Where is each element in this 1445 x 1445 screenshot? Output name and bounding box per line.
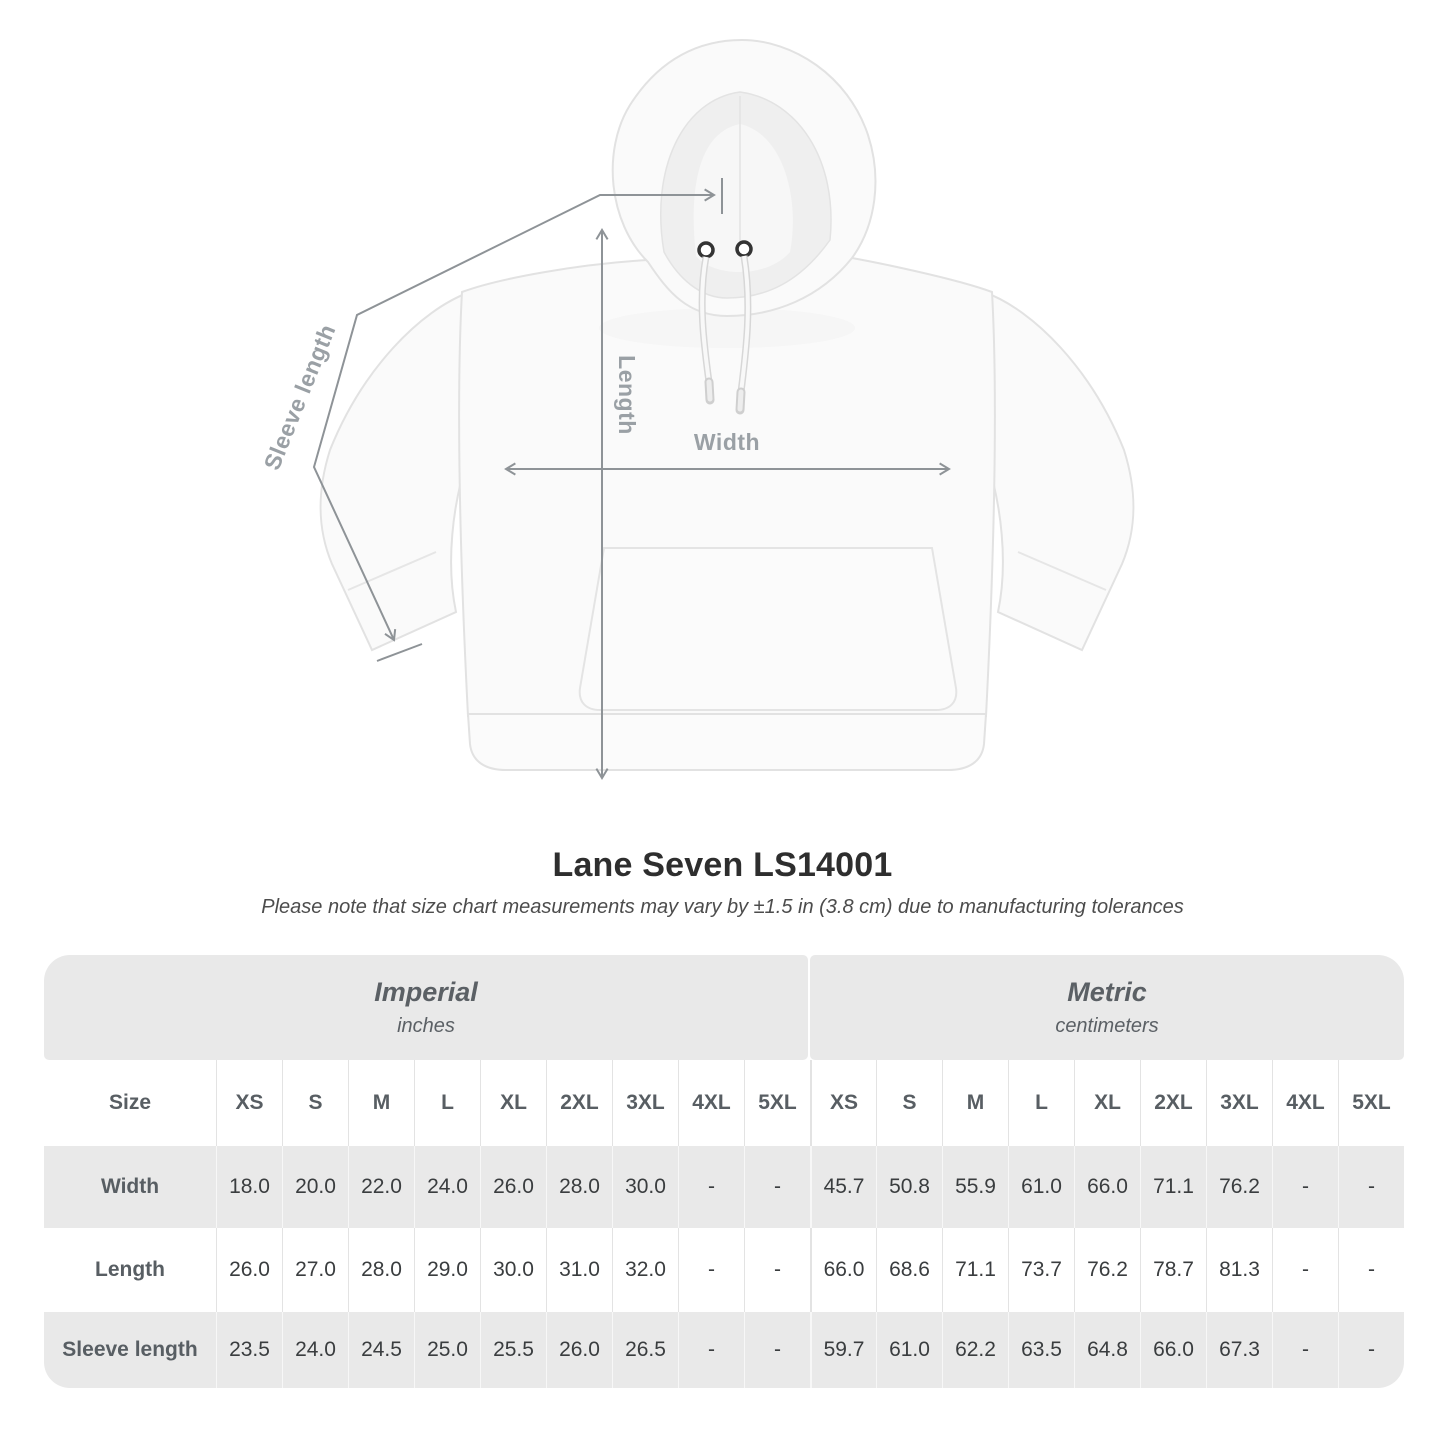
table-cell: 18.0	[216, 1146, 282, 1228]
table-cell: -	[1338, 1312, 1404, 1388]
hood-inner-panel	[693, 124, 793, 273]
table-cell: 64.8	[1074, 1312, 1140, 1388]
table-cell: 29.0	[414, 1228, 480, 1312]
table-cell: 28.0	[546, 1146, 612, 1228]
table-cell: 27.0	[282, 1228, 348, 1312]
table-cell: 45.7	[810, 1146, 876, 1228]
sleeve-length-tick-bottom	[376, 643, 423, 662]
size-col-header: S	[282, 1060, 348, 1146]
sleeve-length-label: Sleeve length	[259, 320, 341, 473]
length-label: Length	[614, 355, 640, 435]
table-cell: 63.5	[1008, 1312, 1074, 1388]
table-cell: 76.2	[1074, 1228, 1140, 1312]
table-cell: 66.0	[1140, 1312, 1206, 1388]
table-cell: 24.5	[348, 1312, 414, 1388]
table-cell: 26.0	[480, 1146, 546, 1228]
sleeve-length-measure-line	[312, 188, 716, 642]
metric-unit: centimeters	[1055, 1015, 1159, 1037]
table-cell: -	[1272, 1146, 1338, 1228]
size-col-header: XL	[480, 1060, 546, 1146]
table-cell: 23.5	[216, 1312, 282, 1388]
hoodie-measurement-diagram: Sleeve length Length Width	[259, 38, 1135, 780]
size-col-header: XL	[1074, 1060, 1140, 1146]
row-label-length: Length	[44, 1228, 216, 1312]
unit-group-imperial: Imperial inches	[44, 955, 808, 1060]
table-cell: 55.9	[942, 1146, 1008, 1228]
table-cell: 25.0	[414, 1312, 480, 1388]
table-cell: 24.0	[414, 1146, 480, 1228]
table-cell: 30.0	[612, 1146, 678, 1228]
size-col-header: 2XL	[546, 1060, 612, 1146]
unit-group-metric: Metric centimeters	[810, 955, 1404, 1060]
table-cell: 28.0	[348, 1228, 414, 1312]
table-cell: 22.0	[348, 1146, 414, 1228]
table-cell: 20.0	[282, 1146, 348, 1228]
size-col-header: S	[876, 1060, 942, 1146]
table-cell: 78.7	[1140, 1228, 1206, 1312]
table-cell: -	[744, 1312, 810, 1388]
table-cell: -	[678, 1146, 744, 1228]
size-col-header: 3XL	[612, 1060, 678, 1146]
table-cell: 25.5	[480, 1312, 546, 1388]
size-col-header: 5XL	[744, 1060, 810, 1146]
size-col-header: 2XL	[1140, 1060, 1206, 1146]
table-cell: 73.7	[1008, 1228, 1074, 1312]
size-col-header: 4XL	[678, 1060, 744, 1146]
table-cell: 26.0	[216, 1228, 282, 1312]
table-cell: -	[1338, 1228, 1404, 1312]
table-cell: -	[678, 1312, 744, 1388]
size-col-header: L	[414, 1060, 480, 1146]
imperial-unit: inches	[397, 1015, 455, 1037]
table-cell: -	[744, 1228, 810, 1312]
table-cell: -	[744, 1146, 810, 1228]
row-label-width: Width	[44, 1146, 216, 1228]
size-row-header: Size	[44, 1060, 216, 1146]
table-cell: -	[1272, 1312, 1338, 1388]
grommet-right	[735, 240, 753, 258]
table-cell: 81.3	[1206, 1228, 1272, 1312]
table-cell: 66.0	[1074, 1146, 1140, 1228]
drawstring-right	[735, 255, 752, 415]
page-title: Lane Seven LS14001	[552, 846, 893, 884]
size-col-header: 5XL	[1338, 1060, 1404, 1146]
table-cell: 31.0	[546, 1228, 612, 1312]
table-cell: 26.5	[612, 1312, 678, 1388]
kangaroo-pocket	[578, 547, 958, 711]
grommet-left	[697, 241, 715, 259]
table-cell: 76.2	[1206, 1146, 1272, 1228]
table-cell: 68.6	[876, 1228, 942, 1312]
tolerance-note: Please note that size chart measurements…	[261, 896, 1184, 918]
table-cell: 71.1	[942, 1228, 1008, 1312]
metric-title: Metric	[1067, 977, 1147, 1007]
size-col-header: L	[1008, 1060, 1074, 1146]
size-col-header: XS	[810, 1060, 876, 1146]
width-label: Width	[694, 429, 760, 455]
table-cell: 59.7	[810, 1312, 876, 1388]
table-cell: 24.0	[282, 1312, 348, 1388]
table-cell: 71.1	[1140, 1146, 1206, 1228]
table-cell: 26.0	[546, 1312, 612, 1388]
table-cell: -	[1272, 1228, 1338, 1312]
table-cell: 61.0	[1008, 1146, 1074, 1228]
table-cell: 50.8	[876, 1146, 942, 1228]
table-cell: 61.0	[876, 1312, 942, 1388]
hem-band	[466, 713, 988, 771]
imperial-title: Imperial	[374, 977, 478, 1007]
size-col-header: M	[348, 1060, 414, 1146]
table-cell: -	[1338, 1146, 1404, 1228]
table-cell: -	[678, 1228, 744, 1312]
cuff-line-right	[1017, 551, 1107, 591]
table-cell: 32.0	[612, 1228, 678, 1312]
size-chart-table: Imperial inches Metric centimeters Size …	[44, 955, 1404, 1388]
row-label-sleeve-length: Sleeve length	[44, 1312, 216, 1388]
table-cell: 30.0	[480, 1228, 546, 1312]
size-col-header: M	[942, 1060, 1008, 1146]
size-col-header: 3XL	[1206, 1060, 1272, 1146]
table-cell: 66.0	[810, 1228, 876, 1312]
table-cell: 62.2	[942, 1312, 1008, 1388]
size-col-header: 4XL	[1272, 1060, 1338, 1146]
size-col-header: XS	[216, 1060, 282, 1146]
table-cell: 67.3	[1206, 1312, 1272, 1388]
